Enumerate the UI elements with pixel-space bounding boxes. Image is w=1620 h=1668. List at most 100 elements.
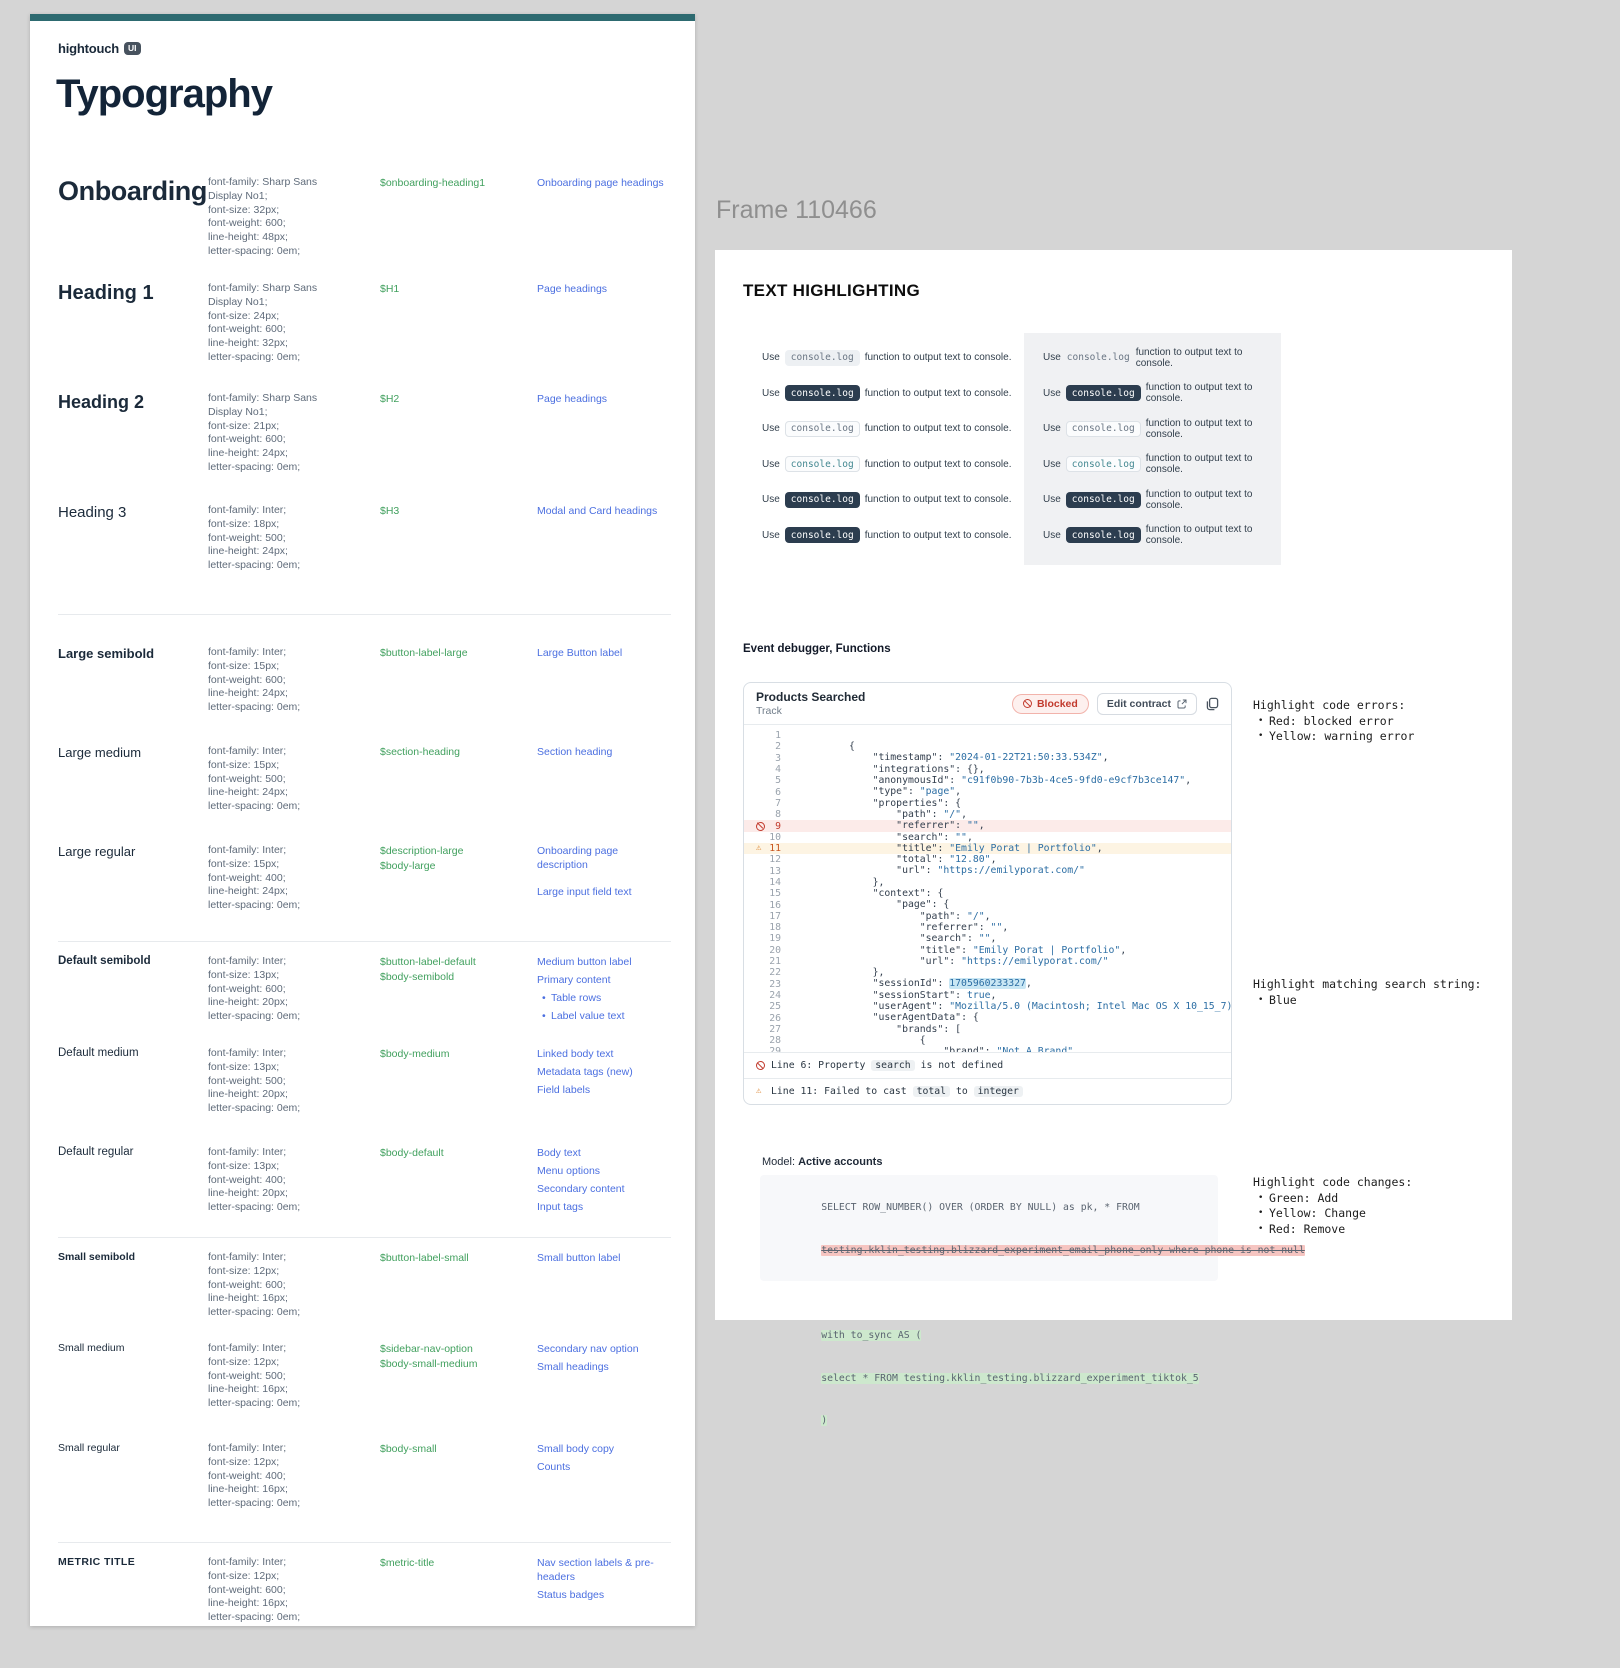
spec-line: font-family: Inter; <box>208 955 287 967</box>
typography-row: Small medium font-family: Inter; font-siz… <box>58 1342 671 1442</box>
edit-contract-button[interactable]: Edit contract <box>1096 692 1197 715</box>
code-text: }, <box>848 967 885 979</box>
typography-panel: hightouch UI Typography Onboarding font-… <box>30 14 695 1626</box>
line-number: 20 <box>769 944 781 956</box>
gutter: 24 <box>744 990 790 1001</box>
spec-line: font-size: 18px; <box>208 517 280 530</box>
gutter-status-icon <box>756 934 765 943</box>
code-text: "total": "12.80", <box>896 854 997 866</box>
line-number: 3 <box>775 752 781 764</box>
brand-logo-ui-badge: UI <box>124 42 141 55</box>
console-demo-row: Use console.log function to output text … <box>762 518 1011 554</box>
gutter-status-icon <box>756 754 765 763</box>
code-line: 11 "total": "12.80", <box>744 842 1231 865</box>
code-line: 28 "brand": "Not_A Brand", <box>744 1035 1231 1052</box>
code-text: "search": "", <box>896 831 973 843</box>
typography-row: Default semibold font-family: Inter; font… <box>58 941 671 1047</box>
gutter: 6 <box>744 787 790 798</box>
type-tokens: $description-large $body-large <box>380 844 537 874</box>
usage-item: Small headings <box>537 1361 609 1373</box>
type-specs: font-family: Inter; font-size: 12px; font-… <box>208 1556 380 1625</box>
console-demo-row: Use console.log function to output text … <box>1043 376 1281 412</box>
sentence-prefix: Use <box>762 529 780 541</box>
gutter-status-icon <box>756 1036 765 1045</box>
code-line: 10 "title": "Emily Porat | Portfolio", <box>744 832 1231 854</box>
gutter: 23 <box>744 979 790 990</box>
type-sample: METRIC TITLE <box>58 1556 136 1568</box>
console-demo-row: Use console.log function to output text … <box>1043 340 1281 376</box>
sentence-prefix: Use <box>1043 387 1061 399</box>
sentence-suffix: function to output text to console. <box>864 423 1012 435</box>
type-tokens: $body-default <box>380 1146 537 1161</box>
type-tokens: $H3 <box>380 504 537 519</box>
type-usage: Large Button label <box>537 646 671 664</box>
annotation-title: Highlight code errors: <box>1253 698 1406 712</box>
console-log-badge: console.log <box>1065 385 1141 402</box>
sentence-prefix: Use <box>1043 494 1061 506</box>
type-specs: font-family: Inter; font-size: 15px; font-… <box>208 844 380 913</box>
code-text: "properties": { <box>872 797 962 809</box>
type-tokens: $H1 <box>380 282 537 297</box>
spec-line: letter-spacing: 0em; <box>208 244 301 257</box>
typography-row: Onboarding font-family: Sharp Sans Displ… <box>58 176 671 282</box>
token-name: $onboarding-heading1 <box>380 177 486 189</box>
copy-icon[interactable] <box>1205 697 1219 711</box>
console-demo-gray-panel: Use console.log function to output text … <box>1024 333 1281 565</box>
token-name: $button-label-default <box>380 956 476 968</box>
code-line: 9 "search": "", <box>744 820 1231 843</box>
spec-line: line-height: 24px; <box>208 885 288 898</box>
line-number: 2 <box>775 741 781 753</box>
code-text: "sessionId": 1705960233327, <box>872 978 1032 990</box>
usage-item: Nav section labels & pre-headers <box>537 1557 654 1583</box>
code-text: "integrations": {}, <box>872 763 985 775</box>
spec-line: font-weight: 400; <box>208 871 286 884</box>
code-line: 16 "path": "/", <box>744 899 1231 922</box>
type-usage: Section heading <box>537 745 671 763</box>
blocked-icon <box>1022 699 1032 708</box>
code-text: "title": "Emily Porat | Portfolio", <box>896 842 1103 854</box>
gutter: 5 <box>744 775 790 786</box>
annotation-title: Highlight matching search string: <box>1253 977 1482 991</box>
spec-line: font-family: Inter; <box>208 1047 287 1059</box>
spec-line: font-size: 21px; <box>208 419 280 432</box>
usage-item: Label value text <box>537 1009 671 1023</box>
type-tokens: $metric-title <box>380 1556 537 1571</box>
sql-line: ) <box>821 1415 828 1427</box>
type-sample: Small medium <box>58 1342 125 1354</box>
gutter: 20 <box>744 945 790 956</box>
usage-item: Onboarding page description <box>537 845 619 871</box>
line-number: 29 <box>769 1046 781 1052</box>
json-code-editor[interactable]: 1 { 2 "timestamp": "2024-01-22T21:50:33.… <box>744 725 1231 1052</box>
annotation-block: Highlight code changes: Green: AddYellow… <box>1253 1175 1508 1237</box>
code-text: "sessionStart": true, <box>872 989 997 1001</box>
usage-item: Linked body text <box>537 1048 614 1060</box>
code-text: "url": "https://emilyporat.com/" <box>919 955 1109 967</box>
type-specs: font-family: Inter; font-size: 12px; font-… <box>208 1442 380 1511</box>
code-line: 22 "sessionId": 1705960233327, <box>744 967 1231 990</box>
gutter-status-icon <box>756 980 765 989</box>
error-message-row: Line 6: Property search is not defined <box>744 1052 1231 1078</box>
usage-item: Counts <box>537 1461 571 1473</box>
sentence-suffix: function to output text to console. <box>1135 346 1243 369</box>
usage-item: Primary content <box>537 974 611 986</box>
code-line: 3 "integrations": {}, <box>744 752 1231 775</box>
code-line: 23 "sessionStart": true, <box>744 979 1231 1001</box>
console-demo-row: Use console.log function to output text … <box>1043 482 1281 518</box>
console-log-badge: console.log <box>784 491 860 508</box>
gutter-status-icon <box>756 889 765 898</box>
token-name: $body-small-medium <box>380 1358 478 1370</box>
gutter-status-icon <box>756 855 765 864</box>
typography-row: Heading 1 font-family: Sharp Sans Displa… <box>58 282 671 392</box>
code-line: 4 "anonymousId": "c91f0b90-7b3b-4ce5-9fd… <box>744 764 1231 786</box>
annotation-bullet: Yellow: Change <box>1253 1206 1508 1222</box>
spec-line: letter-spacing: 0em; <box>208 1397 301 1410</box>
line-number: 23 <box>769 978 781 990</box>
spec-line: font-family: Inter; <box>208 1442 287 1454</box>
line-number: 28 <box>769 1035 781 1047</box>
spec-line: font-weight: 500; <box>208 772 286 785</box>
gutter: 7 <box>744 798 790 809</box>
token-name: $body-semibold <box>380 971 455 983</box>
spec-line: letter-spacing: 0em; <box>208 559 301 572</box>
type-usage: Nav section labels & pre-headers Status b… <box>537 1556 671 1606</box>
code-line: 21 }, <box>744 956 1231 978</box>
